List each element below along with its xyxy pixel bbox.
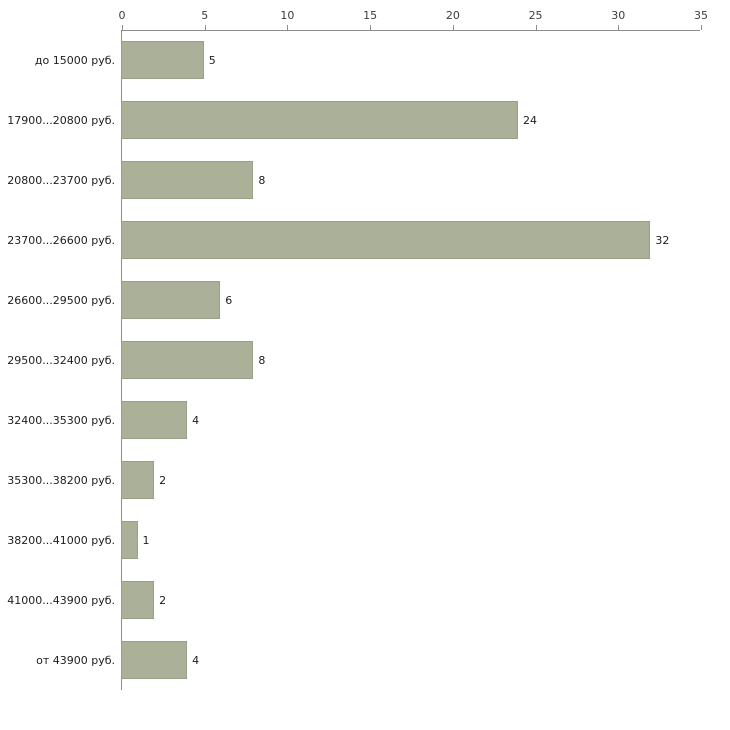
chart-row: 32400...35300 руб. 4 bbox=[0, 390, 730, 450]
category-label: 38200...41000 руб. bbox=[7, 533, 115, 547]
rows: до 15000 руб. 5 17900...20800 руб. 24 20800.… bbox=[0, 30, 730, 690]
x-axis-tick bbox=[122, 25, 123, 30]
category-label: до 15000 руб. bbox=[34, 53, 115, 67]
bar-value-label: 2 bbox=[159, 473, 167, 487]
x-axis-tick bbox=[618, 25, 620, 30]
x-axis-tick bbox=[204, 25, 206, 30]
x-axis-tick bbox=[287, 25, 289, 30]
bar-value-label: 8 bbox=[258, 173, 266, 187]
chart-row: 20800...23700 руб. 8 bbox=[0, 150, 730, 210]
category-label: 17900...20800 руб. bbox=[7, 113, 115, 127]
x-axis-tick-label: 15 bbox=[363, 9, 378, 22]
chart-row: 17900...20800 руб. 24 bbox=[0, 90, 730, 150]
chart-row: 26600...29500 руб. 6 bbox=[0, 270, 730, 330]
chart-row: 29500...32400 руб. 8 bbox=[0, 330, 730, 390]
x-axis-tick bbox=[370, 25, 372, 30]
x-axis-tick-label: 25 bbox=[528, 9, 543, 22]
bar bbox=[121, 401, 188, 439]
x-axis-tick-label: 0 bbox=[118, 9, 126, 22]
bar bbox=[121, 221, 651, 259]
bar bbox=[121, 581, 155, 619]
chart-row: до 15000 руб. 5 bbox=[0, 30, 730, 90]
bar-value-label: 6 bbox=[225, 293, 233, 307]
bar bbox=[121, 461, 155, 499]
chart-row: 38200...41000 руб. 1 bbox=[0, 510, 730, 570]
x-axis-tick bbox=[452, 25, 454, 30]
category-label: 23700...26600 руб. bbox=[7, 233, 115, 247]
bar bbox=[121, 281, 221, 319]
category-label: 41000...43900 руб. bbox=[7, 593, 115, 607]
chart-row: 23700...26600 руб. 32 bbox=[0, 210, 730, 270]
chart-row: 35300...38200 руб. 2 bbox=[0, 450, 730, 510]
chart-row: от 43900 руб. 4 bbox=[0, 630, 730, 690]
bar-value-label: 1 bbox=[142, 533, 150, 547]
x-axis-tick-label: 5 bbox=[201, 9, 209, 22]
bar bbox=[121, 521, 138, 559]
category-label: 35300...38200 руб. bbox=[7, 473, 115, 487]
bar bbox=[121, 161, 254, 199]
x-axis-tick bbox=[701, 25, 702, 30]
bar-value-label: 5 bbox=[208, 53, 216, 67]
x-axis-tick-label: 35 bbox=[694, 9, 708, 22]
bar bbox=[121, 641, 188, 679]
x-axis-tick-label: 20 bbox=[445, 9, 460, 22]
chart-row: 41000...43900 руб. 2 bbox=[0, 570, 730, 630]
bar-value-label: 4 bbox=[192, 413, 200, 427]
x-axis-tick-label: 10 bbox=[280, 9, 295, 22]
category-label: 26600...29500 руб. bbox=[7, 293, 115, 307]
bar-value-label: 8 bbox=[258, 353, 266, 367]
bar bbox=[121, 101, 519, 139]
bar-value-label: 2 bbox=[159, 593, 167, 607]
category-label: от 43900 руб. bbox=[36, 653, 115, 667]
x-axis-tick bbox=[535, 25, 537, 30]
bar bbox=[121, 41, 204, 79]
category-label: 32400...35300 руб. bbox=[7, 413, 115, 427]
bar-value-label: 4 bbox=[192, 653, 200, 667]
bar-value-label: 32 bbox=[655, 233, 670, 247]
category-label: 20800...23700 руб. bbox=[7, 173, 115, 187]
x-axis-tick-label: 30 bbox=[611, 9, 626, 22]
category-label: 29500...32400 руб. bbox=[7, 353, 115, 367]
bar bbox=[121, 341, 254, 379]
bar-value-label: 24 bbox=[523, 113, 538, 127]
